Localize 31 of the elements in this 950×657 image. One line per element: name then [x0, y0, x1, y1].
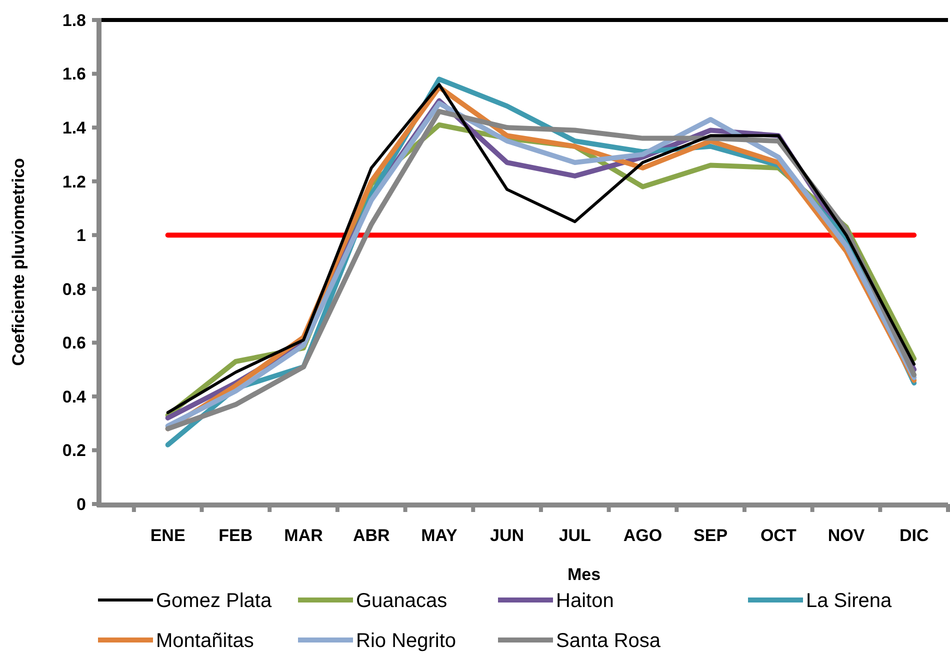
- legend-label: Rio Negrito: [356, 630, 456, 652]
- legend-label: Santa Rosa: [556, 630, 662, 652]
- legend-label: Guanacas: [356, 590, 448, 612]
- y-tick-label: 1: [76, 226, 86, 246]
- x-tick-label: ABR: [352, 526, 390, 545]
- x-tick-label: JUL: [558, 526, 591, 545]
- x-tick-label: AGO: [623, 526, 662, 545]
- legend-label: Montañitas: [156, 630, 254, 652]
- x-tick-label: MAY: [421, 526, 458, 545]
- x-tick-label: MAR: [284, 526, 323, 545]
- y-tick-label: 0.8: [62, 280, 86, 299]
- x-axis-title: Mes: [567, 565, 601, 584]
- y-tick-label: 1.4: [62, 118, 87, 138]
- y-tick-label: 0.2: [62, 441, 86, 460]
- x-tick-label: ENE: [150, 526, 186, 545]
- y-axis-title: Coeficiente pluviometrico: [9, 158, 28, 366]
- x-tick-label: DIC: [899, 526, 929, 545]
- y-tick-label: 0.4: [62, 387, 87, 406]
- y-tick-label: 1.2: [62, 172, 86, 192]
- x-tick-label: OCT: [760, 526, 797, 545]
- y-tick-label: 1.6: [62, 64, 86, 84]
- legend-label: Haiton: [556, 590, 614, 612]
- legend-label: La Sirena: [806, 590, 892, 612]
- y-tick-label: 0.6: [62, 334, 86, 353]
- x-tick-label: JUN: [490, 526, 524, 545]
- x-tick-label: FEB: [218, 526, 253, 545]
- x-tick-label: SEP: [694, 526, 728, 545]
- y-tick-label: 0: [76, 494, 86, 514]
- y-tick-label: 1.8: [62, 10, 86, 30]
- legend-label: Gomez Plata: [156, 590, 272, 612]
- x-tick-label: NOV: [828, 526, 866, 545]
